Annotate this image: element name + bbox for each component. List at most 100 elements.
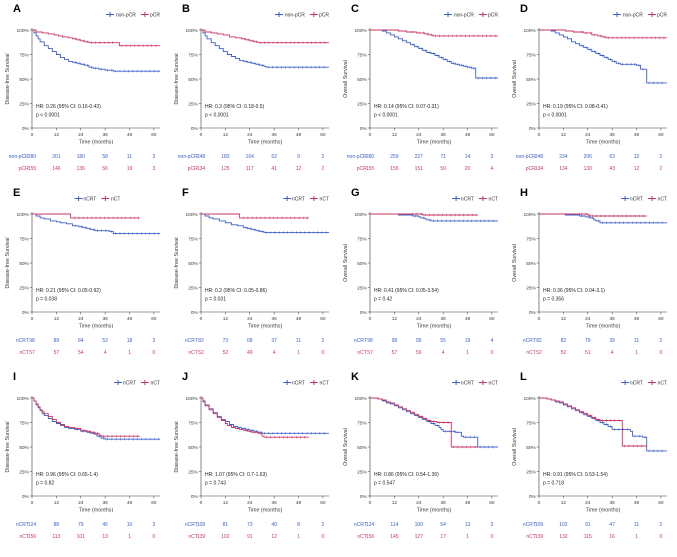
- risk-count: 227: [415, 154, 424, 160]
- y-tick-label: 100%: [524, 396, 537, 402]
- risk-count: 84: [78, 338, 84, 344]
- x-tick-label: 24: [585, 316, 591, 322]
- risk-count: 0: [153, 350, 156, 356]
- axes: 0% 25% 50% 75% 100% 0 12 24 36 48 60 Time (months) D…: [174, 396, 329, 514]
- risk-row: nCRT 109 102 91 47 11 2: [523, 522, 663, 528]
- series-pCR: [539, 29, 667, 40]
- risk-count: 12: [296, 166, 302, 172]
- panel-letter: G: [351, 187, 360, 199]
- survival-curve: [370, 397, 478, 448]
- y-tick-label: 0%: [191, 310, 199, 316]
- risk-row: nCT 156 113 101 13 1 0: [19, 534, 155, 540]
- y-tick-label: 25%: [357, 285, 367, 291]
- legend-item: nCRT: [114, 380, 136, 386]
- risk-count: 0: [322, 350, 325, 356]
- x-tick-label: 36: [102, 316, 108, 322]
- x-tick-label: 0: [538, 132, 541, 138]
- x-tick-label: 12: [54, 500, 60, 506]
- axes: 0% 25% 50% 75% 100% 0 12 24 36 48 60 Time (months) D…: [5, 396, 160, 514]
- survival-curve: [539, 397, 647, 447]
- risk-count: 248: [197, 154, 206, 160]
- legend: pCR non-pCR: [275, 12, 329, 18]
- x-tick-label: 60: [658, 316, 664, 322]
- series-nCT: [32, 397, 140, 438]
- legend-item: nCT: [140, 380, 160, 386]
- x-tick-label: 0: [538, 500, 541, 506]
- risk-count: 71: [440, 154, 446, 160]
- y-tick-label: 50%: [19, 445, 29, 451]
- risk-count: 4: [273, 350, 276, 356]
- legend-label: nCRT: [630, 380, 643, 386]
- risk-count: 156: [28, 534, 37, 540]
- survival-curve: [539, 213, 647, 217]
- risk-count: 57: [392, 350, 398, 356]
- legend-label: non-pCR: [623, 12, 643, 18]
- panel-letter: C: [351, 3, 359, 15]
- y-tick-label: 100%: [524, 28, 537, 34]
- series-nCT: [539, 212, 647, 218]
- x-tick-label: 36: [271, 316, 277, 322]
- p-value-annotation: p < 0.0001: [374, 113, 398, 119]
- risk-row: nCT 52 52 49 4 1 0: [188, 350, 324, 356]
- risk-count: 164: [246, 154, 255, 160]
- axes: 0% 25% 50% 75% 100% 0 12 24 36 48 60 Time (months) D…: [5, 212, 160, 330]
- x-tick-label: 36: [440, 500, 446, 506]
- y-tick-label: 100%: [17, 212, 30, 218]
- x-tick-label: 60: [320, 500, 326, 506]
- survival-curve: [32, 213, 140, 219]
- risk-count: 0: [491, 350, 494, 356]
- x-tick-label: 48: [465, 500, 471, 506]
- legend-label: nCRT: [292, 196, 305, 202]
- legend-item: nCRT: [621, 196, 643, 202]
- risk-count: 63: [609, 154, 615, 160]
- y-tick-label: 0%: [22, 494, 30, 500]
- y-tick-label: 25%: [526, 469, 536, 475]
- y-tick-label: 75%: [357, 236, 367, 242]
- legend-item: nCT: [101, 196, 120, 202]
- risk-row-label: nCT: [188, 350, 197, 356]
- x-tick-label: 48: [634, 132, 640, 138]
- x-tick-label: 48: [127, 500, 133, 506]
- risk-count: 2: [322, 522, 325, 528]
- risk-count: 52: [561, 350, 567, 356]
- risk-count: 8: [297, 522, 300, 528]
- risk-count: 1: [635, 534, 638, 540]
- risk-count: 56: [102, 166, 108, 172]
- survival-curve: [201, 213, 309, 219]
- hr-annotation: HR: 0.2 (95% CI: 0.05-0.86): [205, 288, 267, 294]
- y-tick-label: 75%: [188, 420, 198, 426]
- risk-count: 206: [584, 154, 593, 160]
- risk-count: 13: [465, 522, 471, 528]
- axes: 0% 25% 50% 75% 100% 0 12 24 36 48 60 Time (months) D…: [5, 28, 160, 146]
- legend: nCT nCRT: [283, 380, 329, 386]
- risk-count: 234: [559, 154, 568, 160]
- y-tick-label: 25%: [188, 101, 198, 107]
- y-tick-label: 50%: [357, 77, 367, 83]
- series-nCRT: [539, 213, 667, 225]
- risk-count: 73: [223, 338, 229, 344]
- risk-count: 51: [585, 350, 591, 356]
- risk-count: 259: [390, 154, 399, 160]
- x-tick-label: 36: [609, 500, 615, 506]
- series-nCRT: [370, 213, 498, 223]
- risk-count: 54: [440, 522, 446, 528]
- legend-label: nCRT: [461, 196, 474, 202]
- y-tick-label: 75%: [526, 236, 536, 242]
- y-tick-label: 50%: [188, 77, 198, 83]
- risk-count: 59: [440, 166, 446, 172]
- x-tick-label: 36: [102, 500, 108, 506]
- axes: 0% 25% 50% 75% 100% 0 12 24 36 48 60 Time (months) O…: [343, 396, 498, 514]
- x-axis-title: Time (months): [248, 140, 283, 146]
- x-axis-title: Time (months): [248, 324, 283, 330]
- risk-table: non-pCR 280 201 180 58 11 3 pCR 155 146 136 56 19 3: [9, 154, 156, 172]
- legend-label: nCT: [658, 380, 667, 386]
- y-tick-label: 25%: [357, 469, 367, 475]
- risk-count: 54: [78, 350, 84, 356]
- risk-row-label: nCT: [19, 534, 28, 540]
- x-tick-label: 48: [127, 132, 133, 138]
